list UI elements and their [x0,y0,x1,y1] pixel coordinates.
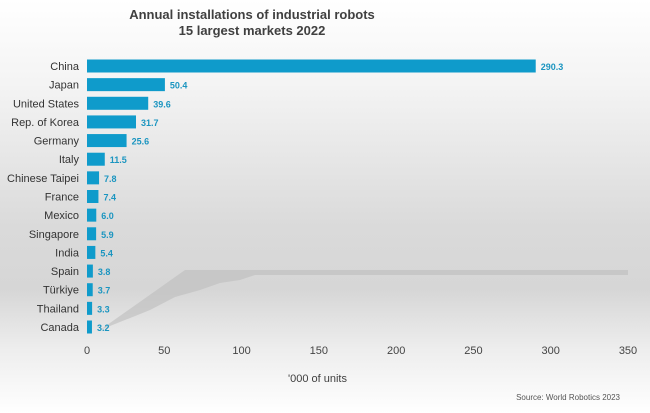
data-label: 50.4 [170,81,188,91]
subtitle-line: 15 largest markets 2022 [178,23,326,38]
bar [87,245,96,259]
x-tick-label: 250 [464,345,482,357]
x-tick-label: 0 [84,345,90,357]
x-axis-label: '000 of units [288,373,347,385]
category-label: France [45,192,79,204]
category-label: Germany [34,136,80,148]
category-label: Japan [49,80,79,92]
x-tick-label: 100 [232,345,250,357]
bar [87,96,149,110]
data-label: 3.2 [97,323,110,333]
x-tick-label: 50 [158,345,170,357]
data-label: 3.8 [98,267,111,277]
bar [87,227,97,241]
decorative-robot-shadow [100,270,628,330]
category-label: United States [13,98,80,110]
bar [87,320,92,334]
bar [87,171,100,185]
data-label: 11.5 [110,155,127,165]
title-line: Annual installations of industrial robot… [129,7,375,22]
data-label: 7.4 [103,193,116,203]
bar [87,115,136,129]
x-tick-label: 200 [387,345,405,357]
data-label: 31.7 [141,118,159,128]
category-label: Singapore [29,229,79,241]
data-label: 290.3 [541,62,564,72]
data-label: 3.7 [98,286,111,296]
category-label: Mexico [44,210,79,222]
chart-title: Annual installations of industrial robot… [87,7,417,39]
bar [87,264,93,278]
bar [87,152,105,166]
category-label: China [50,61,80,73]
category-label: Türkiye [43,285,79,297]
bar [87,301,93,315]
bar [87,59,536,73]
data-label: 6.0 [101,211,114,221]
x-tick-label: 150 [310,345,328,357]
category-label: India [55,247,80,259]
category-label: Canada [40,322,79,334]
data-label: 39.6 [153,99,171,109]
bar [87,208,97,222]
bar [87,283,93,297]
data-label: 7.8 [104,174,117,184]
data-label: 5.4 [100,248,113,258]
source-note: Source: World Robotics 2023 [516,393,620,402]
bar [87,190,99,203]
category-label: Rep. of Korea [11,117,80,129]
category-label: Chinese Taipei [7,173,79,185]
data-label: 5.9 [101,230,114,240]
bar [87,134,127,148]
category-label: Italy [59,154,80,166]
x-tick-label: 300 [542,345,560,357]
data-label: 25.6 [132,137,150,147]
x-tick-label: 350 [619,345,637,357]
data-label: 3.3 [97,304,110,314]
bar [87,78,165,92]
category-label: Thailand [37,303,79,315]
category-label: Spain [51,266,79,278]
